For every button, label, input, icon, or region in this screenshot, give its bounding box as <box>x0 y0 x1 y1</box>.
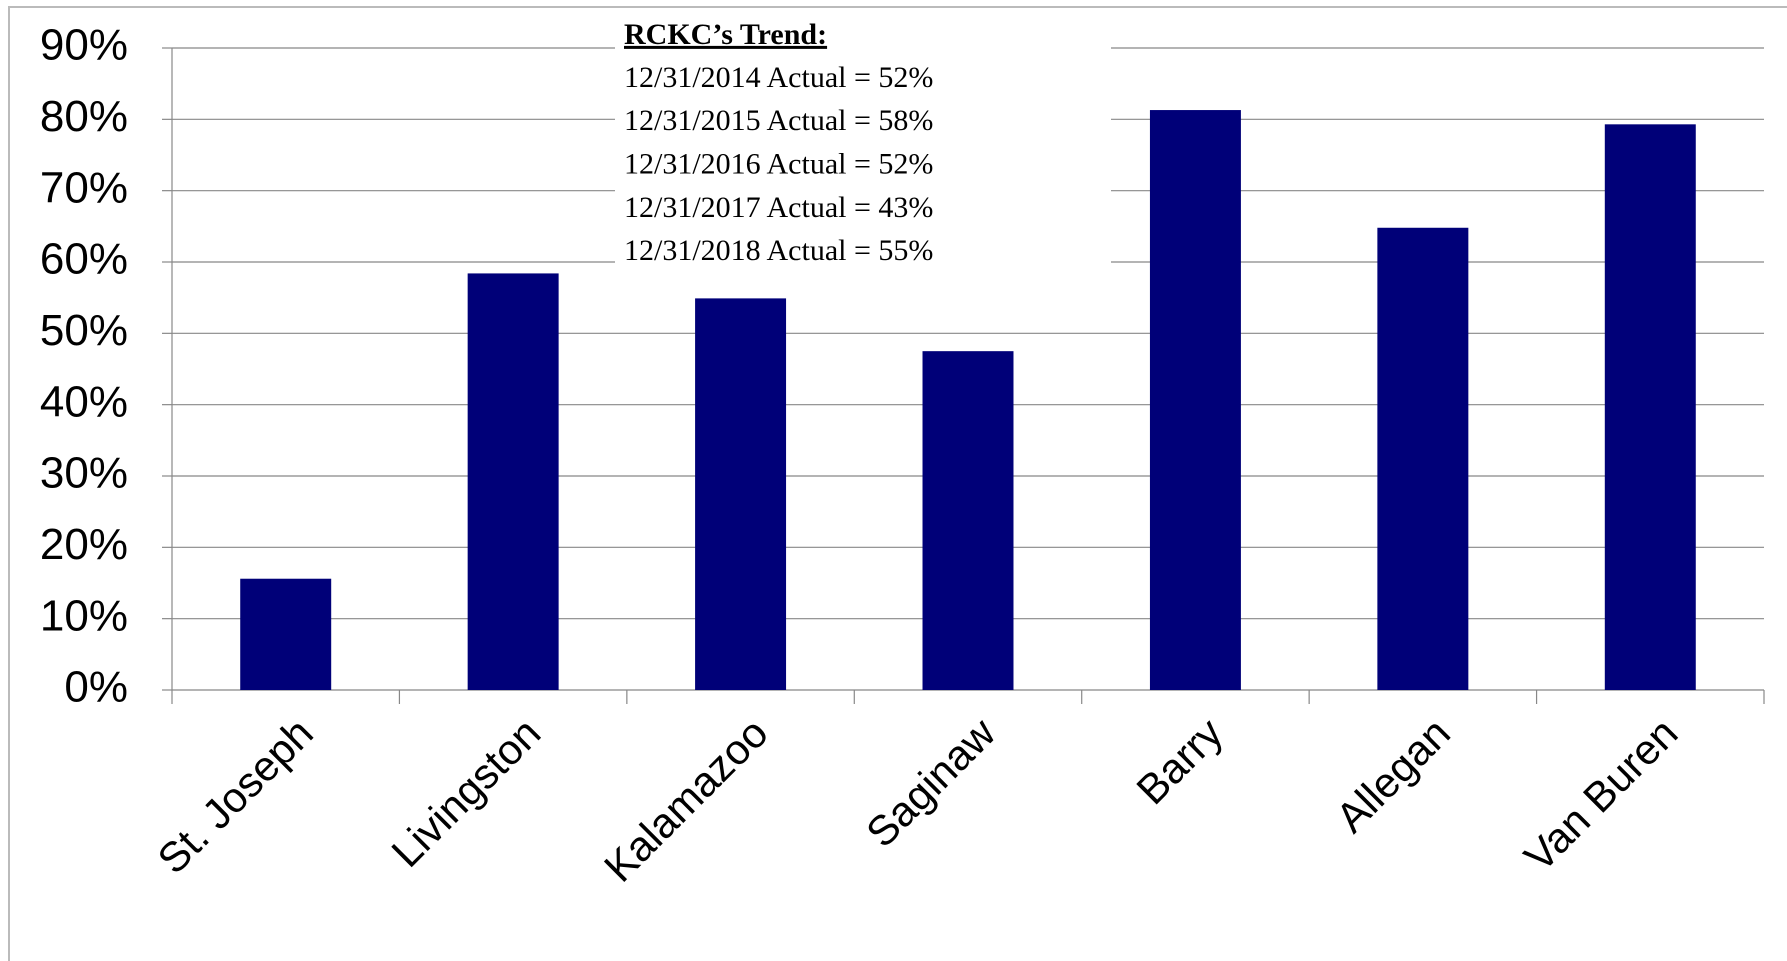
y-tick-label: 70% <box>40 163 128 212</box>
annotation: 12/31/2018 Actual = 55% <box>624 234 933 267</box>
bar <box>922 351 1014 690</box>
annotation: 12/31/2014 Actual = 52% <box>624 61 933 94</box>
annotation: 12/31/2015 Actual = 58% <box>624 104 933 137</box>
x-tick-label: Kalamazoo <box>595 709 777 891</box>
y-tick-label: 40% <box>40 377 128 426</box>
y-tick-label: 60% <box>40 235 128 284</box>
bar <box>1604 124 1696 691</box>
x-tick-label: Van Buren <box>1515 709 1686 880</box>
y-tick-label: 90% <box>40 21 128 70</box>
annotation-box <box>615 17 1111 275</box>
y-tick-label: 50% <box>40 306 128 355</box>
bar <box>240 578 332 690</box>
y-tick-label: 20% <box>40 520 128 569</box>
bar <box>1377 227 1469 690</box>
y-tick-label: 30% <box>40 449 128 498</box>
annotation: 12/31/2016 Actual = 52% <box>624 147 933 180</box>
y-tick-label: 80% <box>40 92 128 141</box>
bar <box>467 273 559 690</box>
x-tick-label: Saginaw <box>857 709 1005 857</box>
x-tick-label: Barry <box>1127 709 1231 813</box>
y-tick-label: 10% <box>40 591 128 640</box>
bar <box>1149 110 1241 690</box>
annotation: 12/31/2017 Actual = 43% <box>624 191 933 224</box>
x-tick-label: St. Joseph <box>148 709 322 883</box>
x-tick-label: Allegan <box>1327 709 1459 841</box>
annotations: 12/31/2014 Actual = 52% 12/31/2015 Actual… <box>624 61 933 267</box>
x-tick-label: Livingston <box>382 709 549 876</box>
y-tick-label: 0% <box>64 663 128 712</box>
bar <box>695 298 787 690</box>
annotation-title: RCKC’s Trend: <box>624 18 827 51</box>
frame <box>8 6 1787 961</box>
